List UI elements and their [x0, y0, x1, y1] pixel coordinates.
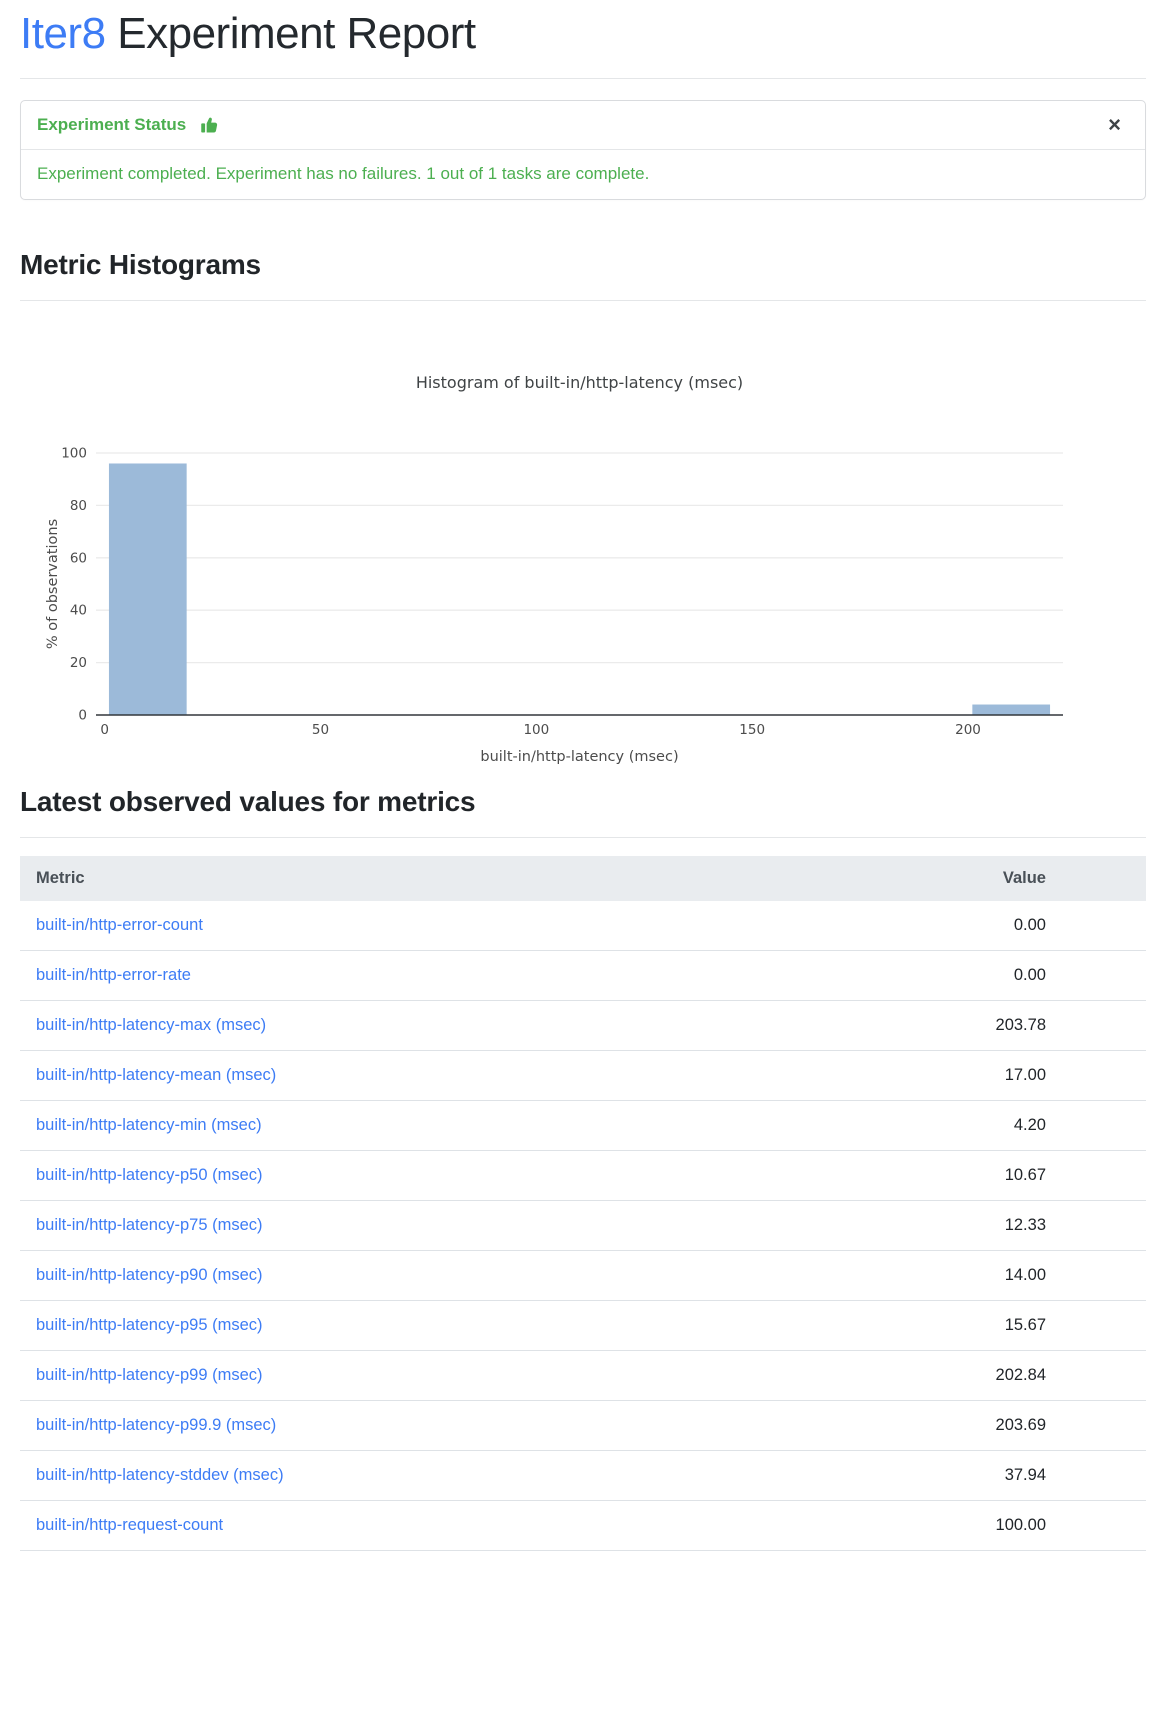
- thumbs-up-icon: [200, 115, 220, 135]
- metric-link[interactable]: built-in/http-latency-p75 (msec): [36, 1215, 263, 1234]
- table-row: built-in/http-latency-stddev (msec) 37.94: [20, 1450, 1146, 1501]
- divider: [20, 836, 1146, 838]
- metric-value: 10.67: [725, 1150, 1146, 1201]
- metric-value: 37.94: [725, 1450, 1146, 1501]
- metric-value: 0.00: [725, 950, 1146, 1001]
- metric-column-header: Metric: [20, 855, 726, 901]
- metric-link[interactable]: built-in/http-latency-stddev (msec): [36, 1465, 284, 1484]
- metric-link[interactable]: built-in/http-latency-max (msec): [36, 1015, 267, 1034]
- status-card-title: Experiment Status: [37, 114, 187, 134]
- header-row: Metric Value: [20, 855, 1146, 901]
- experiment-status-card: Experiment Status × Experiment completed…: [20, 99, 1146, 200]
- x-tick-label: 0: [100, 722, 109, 738]
- y-tick-label: 100: [61, 445, 87, 461]
- metrics-table-head: Metric Value: [20, 855, 1146, 901]
- metric-value: 15.67: [725, 1300, 1146, 1351]
- table-row: built-in/http-latency-min (msec) 4.20: [20, 1100, 1146, 1151]
- table-row: built-in/http-latency-p99 (msec) 202.84: [20, 1350, 1146, 1401]
- metric-link[interactable]: built-in/http-latency-p99 (msec): [36, 1365, 263, 1384]
- y-tick-label: 80: [70, 498, 87, 514]
- metric-value: 202.84: [725, 1350, 1146, 1401]
- y-tick-label: 40: [70, 603, 87, 619]
- table-row: built-in/http-latency-p75 (msec) 12.33: [20, 1200, 1146, 1251]
- metric-value: 17.00: [725, 1050, 1146, 1101]
- metric-value: 203.78: [725, 1000, 1146, 1051]
- metric-link[interactable]: built-in/http-error-count: [36, 915, 203, 934]
- table-row: built-in/http-error-count 0.00: [20, 900, 1146, 951]
- metric-link[interactable]: built-in/http-error-rate: [36, 965, 191, 984]
- x-tick-label: 150: [739, 722, 765, 738]
- y-tick-label: 0: [78, 707, 87, 723]
- metric-cell: built-in/http-error-rate: [20, 950, 726, 1001]
- metric-value: 0.00: [725, 900, 1146, 951]
- metric-value: 14.00: [725, 1250, 1146, 1301]
- latest-values-heading: Latest observed values for metrics: [20, 785, 476, 817]
- table-row: built-in/http-request-count 100.00: [20, 1500, 1146, 1551]
- table-row: built-in/http-latency-p99.9 (msec) 203.69: [20, 1400, 1146, 1451]
- metric-cell: built-in/http-error-count: [20, 900, 726, 951]
- histograms-heading: Metric Histograms: [20, 248, 261, 280]
- x-tick-label: 50: [312, 722, 329, 738]
- x-tick-label: 100: [523, 722, 549, 738]
- metric-cell: built-in/http-latency-p99.9 (msec): [20, 1400, 726, 1451]
- x-axis-label: built-in/http-latency (msec): [480, 749, 678, 765]
- chart-background: [20, 337, 1146, 774]
- metric-value: 4.20: [725, 1100, 1146, 1151]
- metric-value: 100.00: [725, 1500, 1146, 1551]
- y-axis-label: % of observations: [45, 519, 61, 649]
- metric-cell: built-in/http-latency-p75 (msec): [20, 1200, 726, 1251]
- metrics-table: Metric Value built-in/http-error-count 0.…: [20, 855, 1146, 1551]
- metric-link[interactable]: built-in/http-latency-p90 (msec): [36, 1265, 263, 1284]
- table-row: built-in/http-latency-p50 (msec) 10.67: [20, 1150, 1146, 1201]
- metric-link[interactable]: built-in/http-latency-p95 (msec): [36, 1315, 263, 1334]
- chart-title: Histogram of built-in/http-latency (msec…: [416, 373, 743, 392]
- metric-link[interactable]: built-in/http-latency-mean (msec): [36, 1065, 277, 1084]
- table-row: built-in/http-latency-p90 (msec) 14.00: [20, 1250, 1146, 1301]
- y-tick-label: 60: [70, 550, 87, 566]
- metric-cell: built-in/http-latency-p50 (msec): [20, 1150, 726, 1201]
- table-row: built-in/http-latency-p95 (msec) 15.67: [20, 1300, 1146, 1351]
- metric-cell: built-in/http-latency-p95 (msec): [20, 1300, 726, 1351]
- metric-link[interactable]: built-in/http-latency-p99.9 (msec): [36, 1415, 277, 1434]
- x-tick-label: 200: [955, 722, 981, 738]
- value-column-header: Value: [725, 855, 1146, 901]
- metric-value: 12.33: [725, 1200, 1146, 1251]
- metric-cell: built-in/http-latency-stddev (msec): [20, 1450, 726, 1501]
- status-message: Experiment completed. Experiment has no …: [37, 163, 650, 183]
- metric-value: 203.69: [725, 1400, 1146, 1451]
- metric-cell: built-in/http-request-count: [20, 1500, 726, 1551]
- page-title-rest: Experiment Report: [105, 9, 476, 58]
- status-card-header: Experiment Status ×: [21, 101, 1145, 150]
- metrics-table-body: built-in/http-error-count 0.00 built-in/ht…: [20, 900, 1146, 1551]
- metric-link[interactable]: built-in/http-latency-min (msec): [36, 1115, 262, 1134]
- table-row: built-in/http-latency-mean (msec) 17.00: [20, 1050, 1146, 1101]
- y-tick-label: 20: [70, 655, 87, 671]
- table-row: built-in/http-error-rate 0.00: [20, 950, 1146, 1001]
- status-card-body: Experiment completed. Experiment has no …: [21, 150, 1145, 199]
- histogram-bar: [972, 704, 1051, 715]
- divider: [20, 77, 1146, 79]
- close-icon[interactable]: ×: [1100, 113, 1129, 136]
- metric-link[interactable]: built-in/http-latency-p50 (msec): [36, 1165, 263, 1184]
- table-row: built-in/http-latency-max (msec) 203.78: [20, 1000, 1146, 1051]
- metric-cell: built-in/http-latency-mean (msec): [20, 1050, 726, 1101]
- histogram-bar: [108, 463, 187, 715]
- metric-cell: built-in/http-latency-p99 (msec): [20, 1350, 726, 1401]
- page-title: Iter8 Experiment Report: [20, 0, 1146, 60]
- divider: [20, 299, 1146, 301]
- latency-histogram-chart: Histogram of built-in/http-latency (msec…: [20, 337, 1146, 774]
- brand-name: Iter8: [20, 9, 106, 58]
- metric-cell: built-in/http-latency-p90 (msec): [20, 1250, 726, 1301]
- metric-cell: built-in/http-latency-min (msec): [20, 1100, 726, 1151]
- report-page: Iter8 Experiment Report Experiment Statu…: [20, 0, 1146, 1551]
- metric-cell: built-in/http-latency-max (msec): [20, 1000, 726, 1051]
- metric-link[interactable]: built-in/http-request-count: [36, 1515, 224, 1534]
